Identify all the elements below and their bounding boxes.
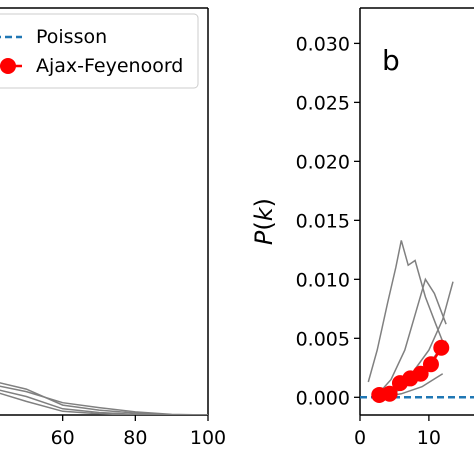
y-tick-label: 0.030 bbox=[296, 33, 350, 55]
y-axis-label: P(k) bbox=[250, 198, 278, 245]
y-tick-label: 0.025 bbox=[296, 92, 350, 114]
ajax-feyenoord-point bbox=[422, 356, 439, 373]
y-tick-label: 0.020 bbox=[296, 151, 350, 173]
right-chart-panel: 0 10 0.000 0.005 0.010 0.015 0.020 0.025 0.030 P(… bbox=[250, 7, 474, 449]
x-tick-label: 80 bbox=[123, 427, 147, 449]
gray-series-line-2 bbox=[376, 277, 447, 396]
plot-area bbox=[360, 240, 474, 403]
ajax-feyenoord-point bbox=[433, 339, 450, 356]
gray-series-line-2 bbox=[0, 389, 208, 415]
x-tick-label: 0 bbox=[354, 427, 366, 449]
legend-frame bbox=[0, 13, 199, 89]
gray-series-line-1 bbox=[0, 382, 208, 415]
plot-area bbox=[0, 382, 208, 415]
gray-series-line-3 bbox=[0, 392, 208, 415]
ajax-feyenoord-point bbox=[412, 365, 429, 382]
y-tick-label: 0.000 bbox=[296, 387, 350, 409]
y-tick-label: 0.010 bbox=[296, 269, 350, 291]
legend-ajax-swatch-marker bbox=[0, 58, 16, 74]
legend: Poisson Ajax-Feyenoord bbox=[0, 13, 199, 89]
x-tick-label: 10 bbox=[417, 427, 441, 449]
x-tick-label: 60 bbox=[51, 427, 75, 449]
panel-letter: b bbox=[382, 44, 400, 77]
x-tick-label: 100 bbox=[190, 427, 226, 449]
legend-poisson-label: Poisson bbox=[36, 26, 107, 48]
gray-series-line-1 bbox=[367, 240, 447, 383]
legend-ajax-label: Ajax-Feyenoord bbox=[36, 55, 183, 77]
ajax-feyenoord-point bbox=[381, 385, 398, 402]
left-chart-panel: 60 80 100 bbox=[0, 7, 226, 449]
y-tick-label: 0.015 bbox=[296, 210, 350, 232]
y-tick-label: 0.005 bbox=[296, 328, 350, 350]
